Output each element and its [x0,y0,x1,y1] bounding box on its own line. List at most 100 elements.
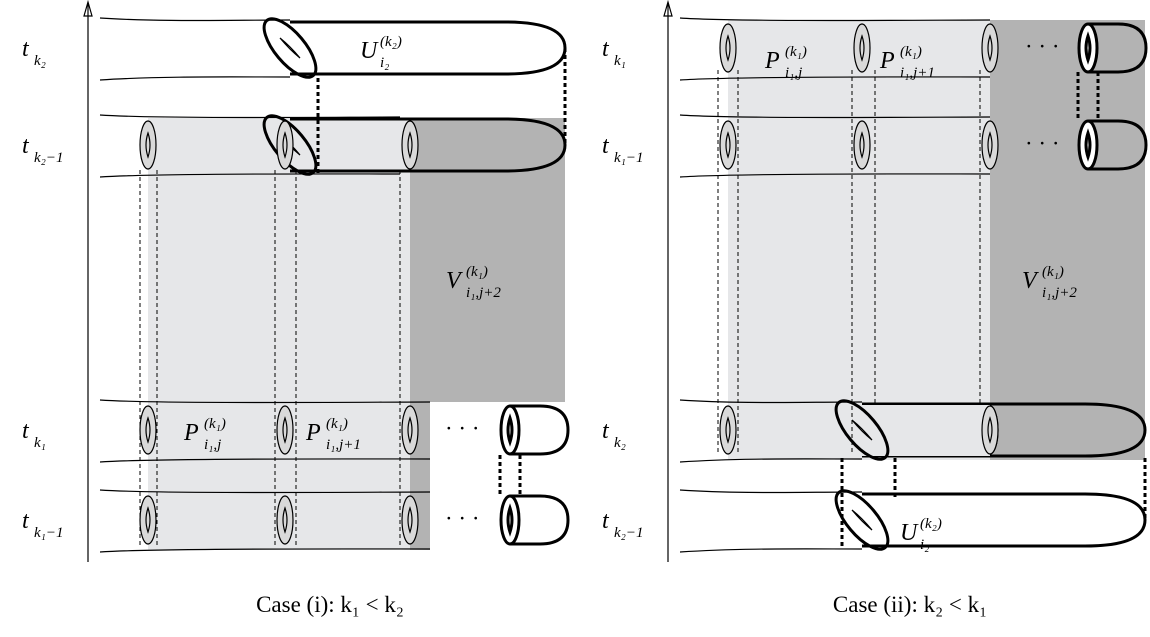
shade [728,20,990,460]
sheet-edge [679,548,863,553]
math-sub: k₁ [34,435,46,451]
cross-section [276,405,294,455]
tube-section [499,494,521,546]
math-sub: i₁,j+1 [326,437,361,453]
hole [145,506,151,534]
math-main: t [22,418,30,444]
tube-end [1088,119,1148,171]
sheet-edge [679,114,991,119]
math-main: t [602,418,610,444]
sheet-edge [99,458,431,463]
tube-end [510,494,570,546]
hole [851,419,873,441]
tube-section [499,404,521,456]
math-sub: i₁,j [785,65,802,81]
cross-section [401,405,419,455]
math-sup: (k₁) [1042,264,1064,280]
math-main: V [446,268,463,294]
cross-section [981,405,999,455]
math-sup: (k₁) [204,416,226,432]
math-sub: k₂ [34,53,46,69]
hole [506,413,514,447]
hole [987,131,993,159]
math-sub: k₁−1 [614,150,644,166]
tube-section [1077,119,1099,171]
shade [862,405,990,456]
cross-section [401,495,419,545]
tilted-section [262,17,318,79]
hole [1084,31,1092,65]
sheet-edge [99,489,431,494]
sheet-edge [99,114,401,119]
hole [725,131,731,159]
sheet-edge [679,489,863,494]
math-main: t [22,36,30,62]
hole [407,416,413,444]
hole [407,506,413,534]
sheet-edge [99,17,291,22]
math-sub: i₁,j [204,437,221,453]
math-main: t [602,133,610,159]
hole [859,131,865,159]
math-main: P [879,48,895,74]
math-sub: k₂−1 [34,150,64,166]
math-main: t [22,133,30,159]
math-sup: (k₂) [920,516,942,532]
math-sub: i₁,j+2 [466,285,501,301]
math-main: P [183,420,199,446]
math-sup: (k₁) [466,264,488,280]
tube-end [1088,22,1148,74]
tilted-section [834,399,890,461]
math-main: V [1022,268,1039,294]
tube-end [510,404,570,456]
math-main: U [360,38,379,64]
math-sub: i₂ [920,537,929,553]
math-main: P [305,420,321,446]
math-sup: (k₁) [900,44,922,60]
cross-section [276,495,294,545]
tube [290,117,567,173]
tilted-section [834,489,890,551]
ellipsis: · · · [445,416,479,441]
hole [987,34,993,62]
caption: Case (ii): k₂ < k₁ [833,592,987,617]
hole [851,509,873,531]
arrow [663,0,673,17]
math-sub: i₂ [380,55,389,71]
hole [282,131,288,159]
tube [290,20,567,76]
math-sub: k₂ [614,435,626,451]
cross-section [139,120,157,170]
caption: Case (i): k₁ < k₂ [256,592,404,617]
tube [862,402,1147,458]
math-main: t [602,36,610,62]
hole [407,131,413,159]
math-sup: (k₂) [380,34,402,50]
ellipsis: · · · [1025,131,1059,156]
math-sub: i₁,j+2 [1042,285,1077,301]
tube [862,492,1147,548]
sheet-edge [99,399,431,404]
sheet-edge [679,17,991,22]
cross-section [719,405,737,455]
sheet-edge [679,173,991,178]
arrow [83,0,93,17]
sheet-edge [99,173,401,178]
sheet-edge [679,458,863,463]
math-sub: k₂−1 [614,525,644,541]
hole [282,416,288,444]
hole [282,506,288,534]
hole [506,503,514,537]
cross-section [981,120,999,170]
hole [145,131,151,159]
ellipsis: · · · [445,506,479,531]
cross-section [719,120,737,170]
shade [990,20,1145,460]
cross-section [139,405,157,455]
math-main: t [22,508,30,534]
shapes [83,0,1148,562]
hole [145,416,151,444]
math-sup: (k₁) [785,44,807,60]
